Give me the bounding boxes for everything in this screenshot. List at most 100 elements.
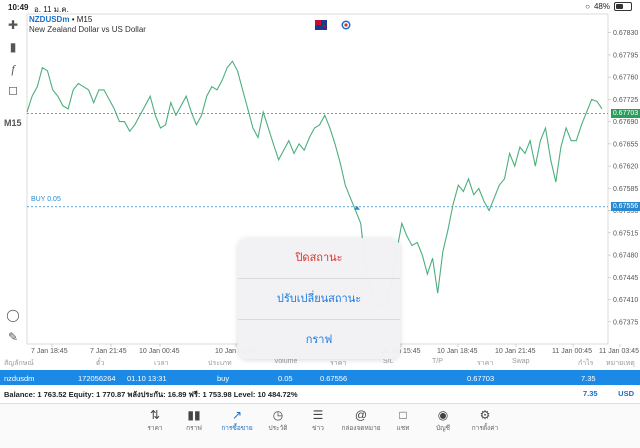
position-volume: 0.05	[278, 374, 293, 383]
wifi-icon: ○	[585, 2, 590, 11]
tab-account[interactable]: ◉ บัญชี	[423, 408, 463, 433]
shapes-icon[interactable]: ◻	[8, 83, 18, 97]
position-current-price: 0.67703	[467, 374, 495, 383]
time-tick-label: 10 Jan 00:45	[139, 348, 180, 355]
position-profit: 7.35	[581, 374, 596, 383]
price-tick-label: 0.67410	[613, 297, 638, 304]
tab-mailbox[interactable]: @ กล่องจดหมาย	[341, 408, 381, 433]
time-tick-label: 10 Jan 03:45	[215, 348, 256, 355]
col-price: ราคา	[330, 360, 347, 367]
tab-label: การตั้งค่า	[471, 425, 499, 432]
col-type: ประเภท	[208, 360, 232, 367]
price-tick-label: 0.67830	[613, 30, 638, 37]
col-swap: Swap	[512, 358, 530, 365]
balance-summary: Balance: 1 763.52 Equity: 1 770.87 พลังป…	[4, 390, 298, 399]
crosshair-icon[interactable]: ✚	[7, 18, 19, 32]
price-chart[interactable]: 0.67830 0.67795 0.67760 0.67725 0.67690 0.676…	[0, 0, 640, 360]
time-tick-label: 10 Jan 15:45	[380, 348, 421, 355]
col-comment: หมายเหตุ	[606, 360, 635, 367]
position-type: buy	[217, 374, 230, 383]
price-tick-label: 0.67445	[613, 275, 638, 282]
close-position-button[interactable]: ปิดสถานะ	[238, 238, 400, 279]
chat-icon: □	[399, 408, 407, 422]
position-symbol: nzdusdm	[4, 374, 35, 383]
edit-icon[interactable]: ✎	[7, 330, 19, 344]
price-tick-label: 0.67690	[613, 119, 638, 126]
price-tick-label: 0.67585	[613, 186, 638, 193]
position-row[interactable]: nzdusdm 172056264 01.10 13:31 buy 0.05 0…	[0, 370, 640, 385]
price-tick-label: 0.67480	[613, 253, 638, 260]
account-icon: ◉	[437, 408, 449, 422]
price-line-series	[26, 60, 603, 307]
price-tick-label: 0.67725	[613, 97, 638, 104]
tab-history[interactable]: ◷ ประวัติ	[258, 408, 298, 433]
chart-separator: •	[71, 15, 75, 24]
balance-currency: USD	[618, 389, 634, 398]
col-tp: T/P	[432, 358, 443, 365]
tab-label: แชท	[396, 425, 410, 432]
time-tick-label: 11 Jan 03:45	[599, 348, 639, 355]
status-right: ○ 48%	[585, 2, 632, 11]
time-tick-label: 10 Jan 18:45	[437, 348, 478, 355]
status-time: 10:49	[8, 3, 29, 12]
news-icon: ☰	[312, 408, 324, 422]
quotes-icon: ⇅	[149, 408, 161, 422]
trend-icon[interactable]: ◯	[6, 308, 20, 322]
position-ticket: 172056264	[78, 374, 116, 383]
timeframe-button[interactable]: M15	[4, 118, 22, 128]
status-bar: 10:49 อ. 11 ม.ค. ○ 48%	[0, 0, 640, 14]
nzd-flag-icon	[315, 20, 327, 30]
history-icon: ◷	[272, 408, 284, 422]
candles-icon[interactable]: ▮	[9, 40, 17, 54]
tab-label: กล่องจดหมาย	[341, 425, 381, 432]
price-tick-label: 0.67795	[613, 52, 638, 59]
buy-order-label: BUY 0.05	[31, 196, 61, 203]
balance-profit: 7.35	[583, 389, 598, 398]
position-price: 0.67556	[320, 374, 348, 383]
price-tick-label: 0.67515	[613, 230, 638, 237]
chart-button[interactable]: กราฟ	[305, 334, 333, 346]
price-tick-label: 0.67760	[613, 75, 638, 82]
tab-settings[interactable]: ⚙ การตั้งค่า	[465, 408, 505, 433]
tab-chart[interactable]: ▮▮ กราฟ	[174, 408, 214, 433]
tab-label: บัญชี	[435, 425, 451, 432]
tab-label: การซื้อขาย	[221, 425, 253, 432]
tab-news[interactable]: ☰ ข่าว	[298, 408, 338, 433]
status-date: อ. 11 ม.ค.	[34, 5, 69, 14]
tab-quotes[interactable]: ⇅ ราคา	[135, 408, 175, 433]
battery-text: 48%	[593, 2, 610, 11]
tab-label: กราฟ	[186, 425, 202, 432]
position-action-sheet: ปิดสถานะ ปรับเปลี่ยนสถานะ กราฟ	[238, 238, 400, 359]
tab-label: ประวัติ	[268, 425, 288, 432]
col-cur-price: ราคา	[477, 360, 494, 367]
chart-description: New Zealand Dollar vs US Dollar	[29, 25, 146, 34]
chart-timeframe: M15	[76, 15, 93, 24]
modify-position-button[interactable]: ปรับเปลี่ยนสถานะ	[238, 279, 400, 320]
tab-trade[interactable]: ↗ การซื้อขาย	[217, 408, 257, 433]
time-tick-label: 11 Jan 00:45	[552, 348, 592, 355]
buy-price-badge: 0.67556	[611, 202, 640, 212]
col-symbol: สัญลักษณ์	[4, 360, 34, 367]
battery-icon	[614, 2, 632, 11]
current-price-badge: 0.67703	[611, 108, 640, 118]
tab-label: ราคา	[147, 425, 163, 432]
function-icon[interactable]: f	[11, 61, 15, 76]
position-time: 01.10 13:31	[127, 374, 167, 383]
chart-symbol: NZDUSDm	[29, 15, 70, 24]
balance-row: Balance: 1 763.52 Equity: 1 770.87 พลังป…	[0, 386, 640, 400]
buy-entry-marker	[354, 205, 360, 210]
price-tick-label: 0.67550	[613, 208, 638, 215]
mailbox-icon: @	[354, 408, 368, 422]
tab-chat[interactable]: □ แชท	[383, 408, 423, 433]
usd-flag-icon	[341, 20, 351, 30]
price-tick-label: 0.67620	[613, 164, 638, 171]
time-tick-label: 10 Jan 21:45	[495, 348, 536, 355]
time-tick-label: 7 Jan 21:45	[90, 348, 127, 355]
battery-fill	[616, 4, 623, 9]
col-profit: กำไร	[578, 360, 594, 367]
positions-table-header: สัญลักษณ์ ตั๋ว เวลา ประเภท Volume ราคา S…	[0, 356, 640, 368]
bottom-tab-bar: ⇅ ราคา ▮▮ กราฟ ↗ การซื้อขาย ◷ ประวัติ ☰ ข่าว …	[0, 403, 640, 448]
chart-icon: ▮▮	[187, 408, 201, 422]
settings-icon: ⚙	[479, 408, 491, 422]
price-tick-label: 0.67375	[613, 319, 638, 326]
